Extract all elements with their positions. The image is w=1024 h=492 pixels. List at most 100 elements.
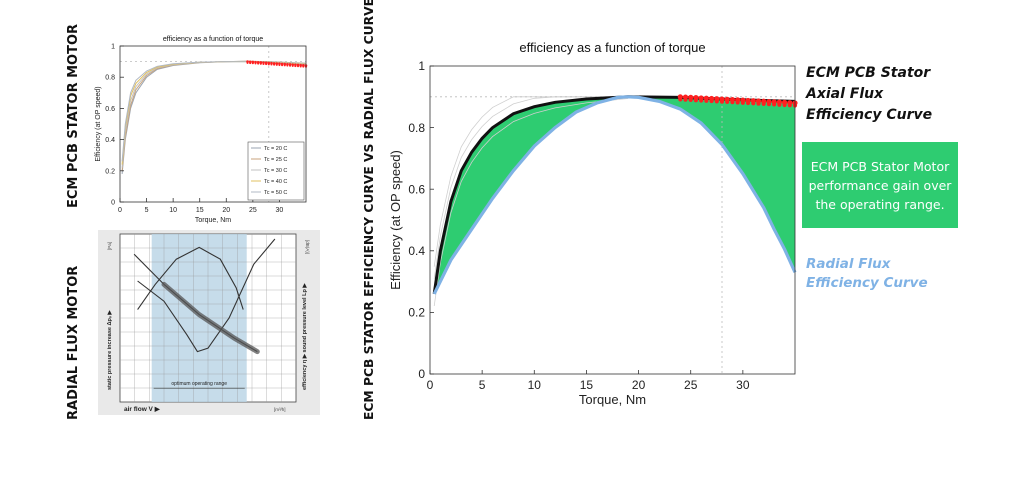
op-point-mark bbox=[751, 101, 756, 106]
op-point-mark bbox=[699, 98, 704, 103]
op-point-mark bbox=[299, 65, 302, 68]
op-point-mark bbox=[281, 64, 284, 67]
op-point-mark bbox=[251, 62, 254, 65]
op-point-mark bbox=[761, 101, 766, 106]
side-label-comparison: ECM PCB STATOR EFFICIENCY CURVE VS RADIA… bbox=[362, 0, 376, 420]
x-tick-label: 30 bbox=[276, 207, 284, 214]
y-tick-label: 1 bbox=[418, 59, 425, 73]
x-tick-label: 5 bbox=[145, 207, 149, 214]
fan-curve bbox=[137, 238, 276, 353]
legend-box bbox=[247, 141, 305, 201]
legend-entry: Tc = 40 C bbox=[264, 179, 287, 185]
fan-y-left-label: static pressure increase Δpₛ ▶ bbox=[106, 310, 113, 390]
op-point-mark bbox=[777, 102, 782, 107]
op-point-mark bbox=[740, 100, 745, 105]
x-tick-label: 15 bbox=[580, 378, 594, 392]
x-tick-label: 25 bbox=[249, 207, 257, 214]
x-tick-label: 20 bbox=[632, 378, 646, 392]
plot-frame bbox=[119, 45, 307, 203]
legend-entry: Tc = 30 C bbox=[264, 168, 287, 174]
background-curve bbox=[433, 98, 629, 307]
gain-annotation-box: ECM PCB Stator Motor performance gain ov… bbox=[802, 142, 958, 228]
x-axis-label: Torque, Nm bbox=[195, 217, 231, 224]
gain-annotation-text: ECM PCB Stator Motor performance gain ov… bbox=[808, 158, 952, 212]
op-point-mark bbox=[289, 64, 292, 67]
op-point-mark bbox=[745, 100, 751, 106]
op-point-mark bbox=[283, 64, 286, 67]
plot-frame bbox=[429, 65, 796, 375]
op-point-mark bbox=[262, 62, 265, 66]
y-tick-label: 0.4 bbox=[408, 244, 425, 258]
op-point-mark bbox=[278, 63, 281, 67]
y-tick-label: 0.2 bbox=[105, 168, 115, 175]
y-axis-label: Efficiency (at OP speed) bbox=[95, 86, 102, 161]
op-point-mark bbox=[267, 63, 270, 66]
x-tick-label: 10 bbox=[528, 378, 542, 392]
chart-title: efficiency as a function of torque bbox=[163, 36, 263, 43]
op-point-mark bbox=[259, 62, 262, 65]
axial-curve-annotation: ECM PCB Stator Axial Flux Efficiency Cur… bbox=[806, 63, 932, 126]
radial-line-2: Efficiency Curve bbox=[806, 275, 928, 291]
band-label: optimum operating range bbox=[171, 381, 227, 387]
fan-curve bbox=[137, 246, 244, 310]
op-point-mark bbox=[296, 65, 300, 68]
op-point-mark bbox=[291, 64, 294, 67]
fan-x-axis-label: air flow V ▶ bbox=[124, 406, 161, 413]
op-point-mark bbox=[693, 98, 699, 103]
x-tick-label: 10 bbox=[169, 207, 177, 214]
radial-curve-annotation: Radial Flux Efficiency Curve bbox=[806, 255, 928, 293]
axial-line-3: Efficiency Curve bbox=[806, 107, 933, 123]
op-point-mark bbox=[735, 100, 740, 105]
op-point-mark bbox=[688, 97, 693, 103]
fan-y-left-unit: [Pa] bbox=[107, 242, 112, 250]
op-point-mark bbox=[725, 99, 730, 104]
op-point-mark bbox=[254, 62, 257, 65]
axial-line-2: Axial Flux bbox=[806, 86, 884, 102]
x-tick-label: 25 bbox=[684, 378, 698, 392]
op-point-mark bbox=[246, 61, 249, 64]
op-point-mark bbox=[249, 62, 252, 65]
fan-y-right-label: efficiency η ▶ sound pressure level Lp ▶ bbox=[301, 283, 308, 390]
y-tick-label: 0.4 bbox=[105, 137, 115, 144]
legend-entry: Tc = 50 C bbox=[264, 190, 287, 196]
op-point-mark bbox=[766, 102, 772, 107]
series-line bbox=[432, 95, 797, 295]
y-axis-label: Efficiency (at OP speed) bbox=[390, 150, 403, 290]
op-point-mark bbox=[683, 97, 688, 102]
op-point-mark bbox=[294, 65, 297, 68]
axial-line-1: ECM PCB Stator bbox=[806, 65, 931, 81]
x-tick-label: 5 bbox=[479, 378, 486, 392]
y-tick-label: 0 bbox=[111, 199, 115, 206]
fan-operating-line bbox=[161, 281, 260, 355]
x-axis-label: Torque, Nm bbox=[579, 392, 646, 407]
x-tick-label: 0 bbox=[118, 207, 122, 214]
x-tick-label: 0 bbox=[427, 378, 434, 392]
op-point-mark bbox=[719, 99, 725, 104]
side-label-radial-motor: RADIAL FLUX MOTOR bbox=[66, 265, 81, 420]
fan-y-right-unit: [dB(A)] bbox=[305, 240, 310, 254]
side-label-ecm-motor: ECM PCB STATOR MOTOR bbox=[66, 23, 81, 208]
op-point-mark bbox=[730, 100, 735, 105]
legend-entry: Tc = 25 C bbox=[264, 157, 287, 163]
op-point-mark bbox=[709, 99, 714, 104]
y-tick-label: 1 bbox=[111, 43, 115, 50]
x-tick-label: 20 bbox=[222, 207, 230, 214]
op-point-mark bbox=[286, 64, 289, 67]
op-point-mark bbox=[714, 99, 719, 104]
op-point-mark bbox=[704, 98, 709, 103]
op-point-mark bbox=[275, 63, 278, 66]
op-point-mark bbox=[678, 97, 683, 102]
radial-line-1: Radial Flux bbox=[806, 256, 891, 272]
op-point-mark bbox=[782, 102, 787, 108]
op-point-mark bbox=[270, 63, 273, 66]
radial-fan-chart: optimum operating range air flow V ▶ [m³/h… bbox=[98, 230, 320, 415]
y-tick-label: 0 bbox=[418, 367, 425, 381]
op-point-mark bbox=[273, 63, 276, 66]
y-tick-label: 0.2 bbox=[408, 306, 425, 320]
op-point-mark bbox=[756, 101, 761, 106]
op-point-mark bbox=[787, 103, 792, 108]
op-point-mark bbox=[302, 65, 305, 68]
chart-title: efficiency as a function of torque bbox=[519, 40, 705, 55]
